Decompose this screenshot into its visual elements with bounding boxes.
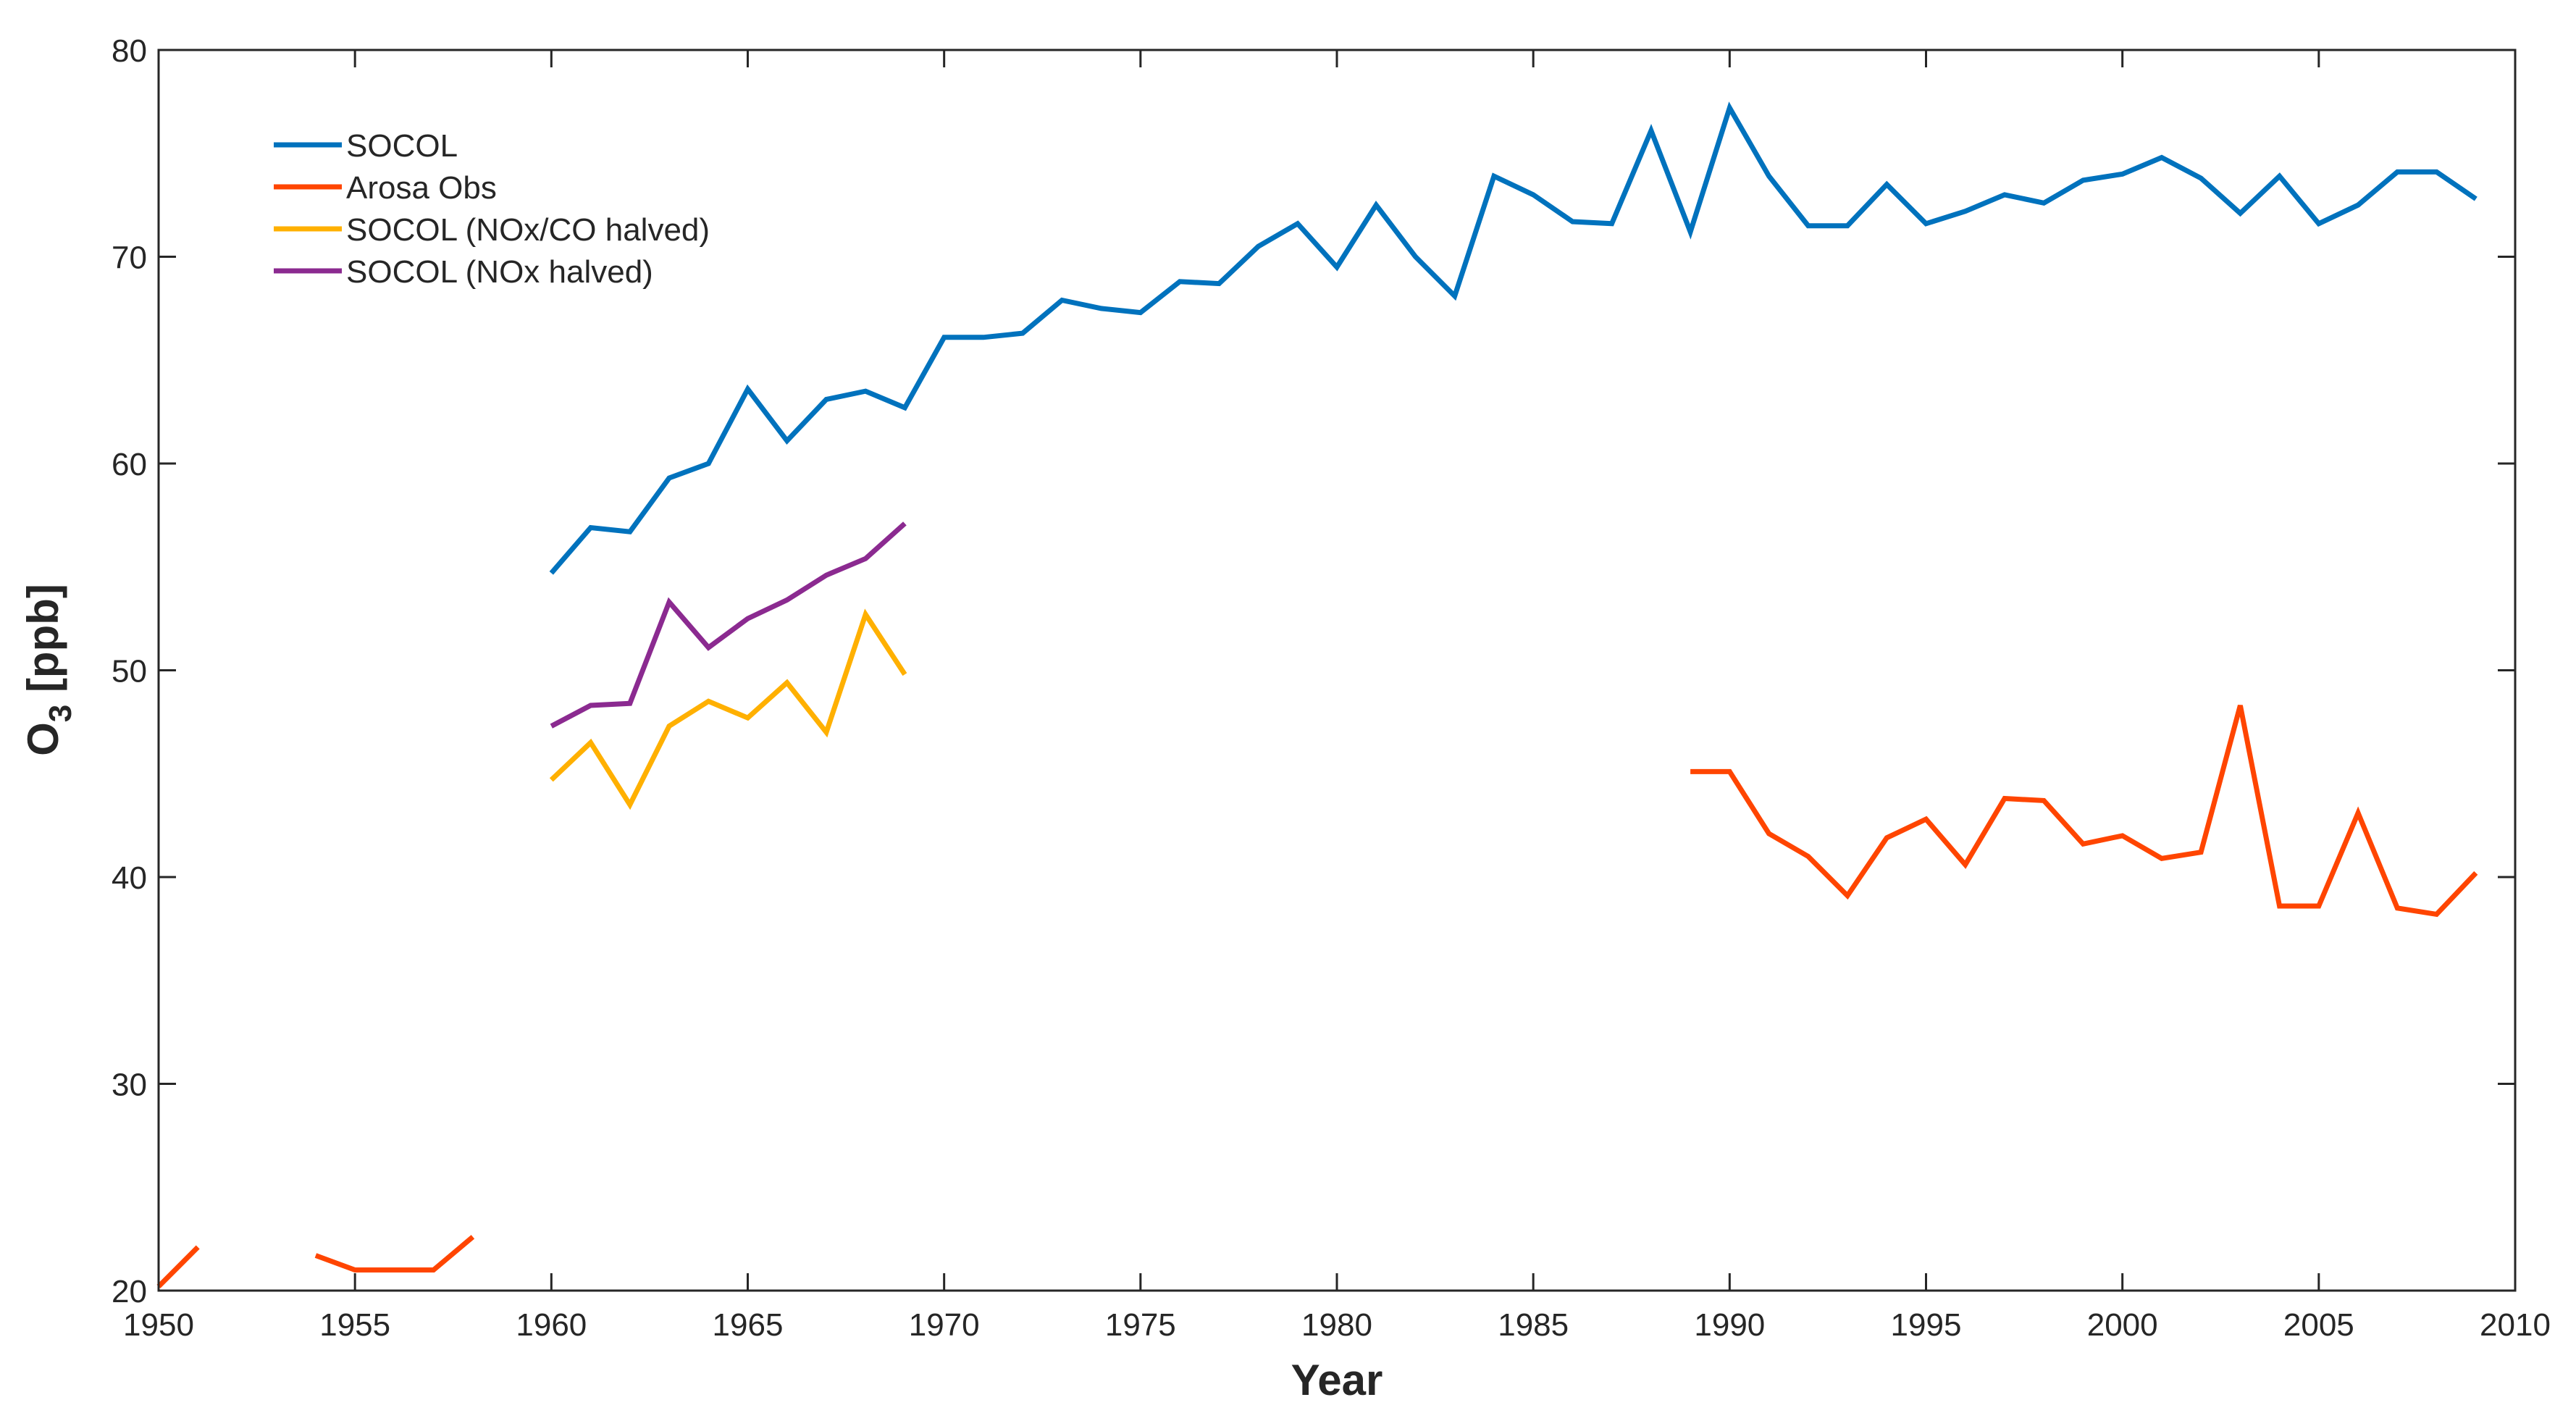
legend-label-socol-nox-co-halved: SOCOL (NOx/CO halved) [346,212,710,248]
series-layer [156,101,2478,1288]
y-tick-label: 70 [112,240,147,276]
x-tick-label: 1950 [123,1307,194,1343]
x-tick-label: 1985 [1498,1307,1569,1343]
y-tick-label: 40 [112,860,147,896]
series-line-socol-nox-co-halved [549,608,907,810]
series-line-socol [549,101,2478,575]
x-axis: 1950 1955 1960 1965 1970 1975 1980 1985 1990 1995… [123,50,2551,1343]
plot-area [159,50,2515,1291]
y-tick-label: 50 [112,654,147,689]
x-tick-label: 2010 [2480,1307,2551,1343]
y-axis: 20 30 40 50 60 70 80 [112,33,2515,1309]
y-axis-label-unit: [ppb] [19,584,67,705]
legend: SOCOL Arosa Obs SOCOL (NOx/CO halved) SOCOL… [274,128,710,290]
y-tick-label: 80 [112,33,147,69]
x-tick-label: 1960 [516,1307,587,1343]
x-tick-label: 1955 [319,1307,390,1343]
y-axis-label-subscript: 3 [43,705,78,722]
legend-label-socol-nox-halved: SOCOL (NOx halved) [346,254,653,290]
y-tick-label: 20 [112,1274,147,1309]
x-tick-label: 1990 [1694,1307,1765,1343]
series-line-socol-nox-halved [550,521,907,729]
x-tick-label: 1965 [713,1307,784,1343]
x-tick-label: 1975 [1105,1307,1176,1343]
y-axis-label-main: O [19,722,67,756]
y-tick-label: 60 [112,447,147,482]
legend-label-arosa-obs: Arosa Obs [346,170,497,206]
y-tick-label: 30 [112,1068,147,1103]
x-axis-label: Year [1291,1356,1383,1404]
x-tick-label: 2000 [2087,1307,2158,1343]
series-line-arosa-obs [156,1245,200,1288]
legend-label-socol: SOCOL [346,128,458,164]
x-tick-label: 1980 [1301,1307,1372,1343]
x-tick-label: 2005 [2283,1307,2354,1343]
x-tick-label: 1970 [909,1307,980,1343]
x-tick-label: 1995 [1891,1307,1962,1343]
y-axis-label: O3 [ppb] [19,584,78,756]
